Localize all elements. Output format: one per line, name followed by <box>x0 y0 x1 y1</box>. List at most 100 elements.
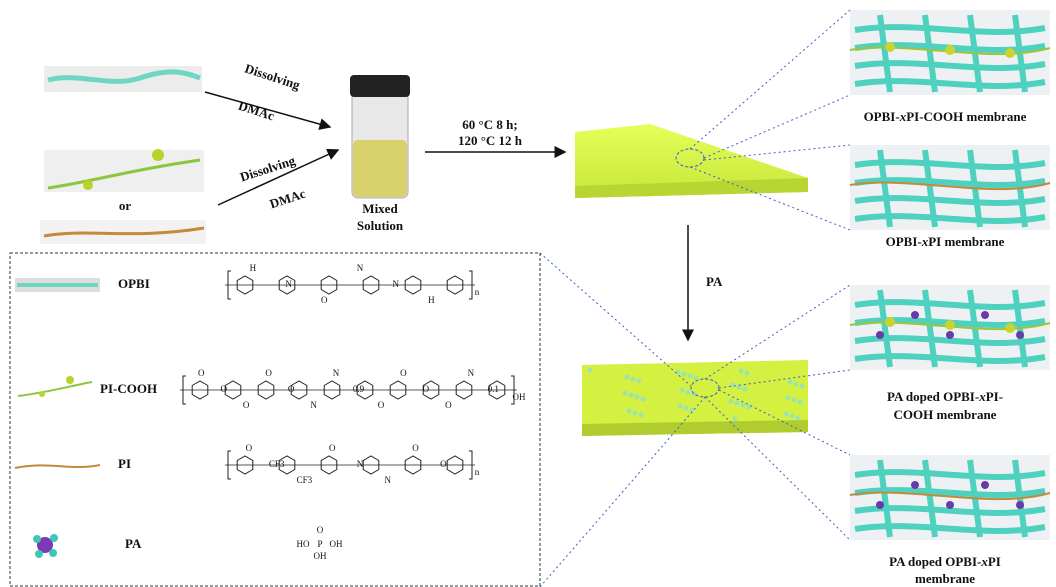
label-part: x <box>921 234 929 249</box>
dot <box>681 371 687 377</box>
arrow <box>204 91 332 130</box>
atom: N <box>333 368 340 378</box>
fiber <box>854 469 1046 480</box>
atom: O <box>265 368 272 378</box>
dot <box>789 413 795 419</box>
atom: O <box>378 400 385 410</box>
chain <box>849 181 1051 191</box>
zoom-lines <box>539 9 851 587</box>
dot <box>791 397 797 403</box>
pa <box>1016 501 1024 509</box>
chain <box>849 491 1051 501</box>
pa <box>981 311 989 319</box>
dot <box>730 382 736 388</box>
dot <box>732 416 738 422</box>
dot <box>734 400 740 406</box>
dot <box>628 392 634 398</box>
fibers <box>40 66 206 244</box>
ring <box>362 275 380 295</box>
dot <box>742 386 748 392</box>
atom: O <box>321 295 328 305</box>
vial <box>350 75 410 199</box>
dot <box>679 387 685 393</box>
ball <box>1005 48 1015 58</box>
pa <box>876 501 884 509</box>
dot <box>685 389 691 395</box>
atom: N <box>392 279 399 289</box>
ring <box>278 275 296 295</box>
label: DMAc <box>268 186 308 212</box>
dot <box>785 395 791 401</box>
pa-o <box>49 549 57 557</box>
ring <box>191 380 209 400</box>
fiber <box>854 159 1046 170</box>
ball <box>66 376 74 384</box>
membrane-label: OPBI-xPI membrane <box>886 234 1005 249</box>
atom: N <box>285 279 292 289</box>
atom: OH <box>330 539 343 549</box>
bracket <box>227 270 473 300</box>
dot <box>624 374 630 380</box>
atom: CF3 <box>297 475 313 485</box>
ball <box>885 42 895 52</box>
legend-name: PI <box>118 456 131 471</box>
atom: H <box>250 263 257 273</box>
ring <box>323 380 341 400</box>
ring <box>278 455 296 475</box>
pa <box>981 481 989 489</box>
dot <box>787 379 793 385</box>
ring <box>236 275 254 295</box>
dot <box>799 383 805 389</box>
atom: N <box>468 368 475 378</box>
atom: N <box>357 459 364 469</box>
ball <box>945 320 955 330</box>
dot <box>683 405 689 411</box>
dot <box>622 390 628 396</box>
ball <box>39 391 45 397</box>
membrane-label: membrane <box>915 571 975 586</box>
atom: O <box>400 368 407 378</box>
atom: P <box>317 539 322 549</box>
dot <box>632 410 638 416</box>
atom: HO <box>297 539 310 549</box>
pa <box>1016 331 1024 339</box>
pa-o <box>33 535 41 543</box>
ring <box>488 380 506 400</box>
fiber <box>854 299 1046 310</box>
label-part: PA doped OPBI- <box>889 554 981 569</box>
label-part: x <box>978 389 986 404</box>
ring <box>320 455 338 475</box>
dot <box>638 412 644 418</box>
dot <box>744 370 750 376</box>
atom: 0.1 <box>488 384 499 394</box>
label-part: OPBI- <box>886 234 922 249</box>
dot <box>626 408 632 414</box>
label: Solution <box>357 218 404 233</box>
dot <box>783 411 789 417</box>
ring <box>320 275 338 295</box>
membrane-label: PA doped OPBI-xPI <box>889 554 1001 569</box>
ring <box>422 380 440 400</box>
dot <box>687 373 693 379</box>
ring <box>224 380 242 400</box>
label: or <box>119 198 132 213</box>
pa-o <box>35 550 43 558</box>
membrane-image <box>849 455 1051 540</box>
legend-box <box>9 252 541 587</box>
dot <box>689 407 695 413</box>
label: Dissolving <box>238 152 297 184</box>
label-part: OPBI- <box>864 109 900 124</box>
label: 60 °C 8 h; <box>462 117 517 132</box>
atom: O <box>423 384 430 394</box>
legend-row: PI-COOH O O O O O N N 0.9 O O O O N 0.1 OH <box>17 368 526 410</box>
membrane-image <box>849 10 1051 95</box>
membrane-image <box>849 145 1051 230</box>
ring <box>455 380 473 400</box>
label-part: PI-COOH membrane <box>906 109 1026 124</box>
atom: H <box>428 295 435 305</box>
atom: O <box>246 443 253 453</box>
dot <box>640 396 646 402</box>
atom: OH <box>513 392 526 402</box>
